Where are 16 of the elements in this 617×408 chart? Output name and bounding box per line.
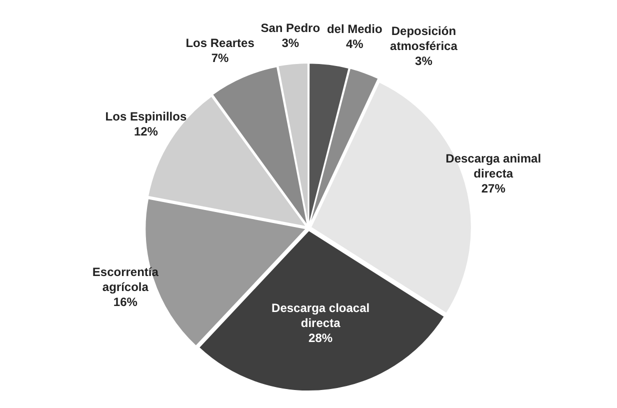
- slice-label: Los Espinillos: [105, 110, 187, 124]
- data-label: 4%: [346, 36, 364, 51]
- data-label: 7%: [211, 51, 230, 66]
- data-label: 3%: [415, 54, 433, 68]
- data-label: 12%: [134, 124, 158, 139]
- slice-label: Escorrentía agrícola: [92, 264, 159, 294]
- slice-label: Descarga animal directa: [446, 152, 542, 181]
- slice-label: San Pedro: [260, 21, 320, 36]
- slice-label: Descarga cloacal directa: [272, 300, 370, 330]
- data-label: 3%: [282, 36, 300, 50]
- slice-label: del Medio: [326, 22, 382, 36]
- data-label: 16%: [113, 294, 138, 309]
- data-label: 27%: [481, 182, 506, 196]
- slice-label: Los Reartes: [186, 36, 255, 50]
- data-label: 28%: [308, 330, 333, 345]
- slice-label: Deposición atmosférica: [390, 24, 458, 54]
